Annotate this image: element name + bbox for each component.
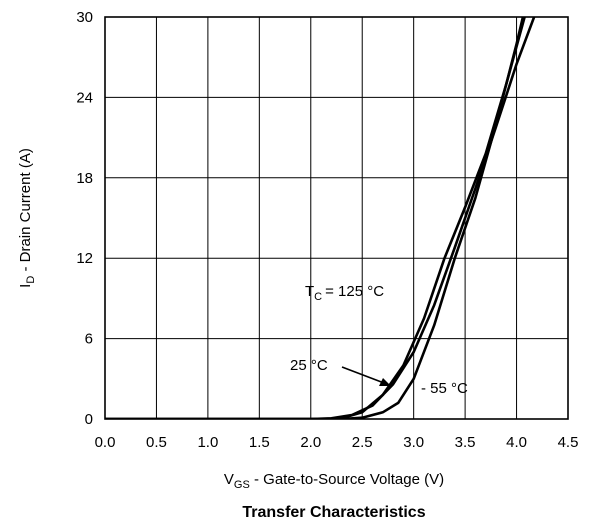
x-tick-label: 1.5 — [249, 434, 270, 451]
curves — [105, 17, 536, 419]
x-tick-label: 4.0 — [506, 434, 527, 451]
x-tick-label: 0.0 — [95, 434, 116, 451]
x-tick-labels: 0.0 0.5 1.0 1.5 2.0 2.5 3.0 3.5 4.0 4.5 — [95, 434, 579, 451]
x-tick-label: 2.5 — [352, 434, 373, 451]
y-tick-label: 24 — [76, 89, 93, 106]
grid — [104, 16, 569, 420]
chart-caption: Transfer Characteristics — [242, 504, 425, 521]
annotation-25c: 25 °C — [290, 357, 328, 374]
y-tick-label: 18 — [76, 170, 93, 187]
annotation-tc-125: TC = 125 °C — [305, 283, 384, 303]
series-line-3 — [105, 17, 525, 419]
annotation-minus-55c: - 55 °C — [421, 380, 468, 397]
x-tick-label: 3.0 — [403, 434, 424, 451]
x-tick-label: 3.5 — [455, 434, 476, 451]
y-axis-label: ID - Drain Current (A) — [17, 148, 37, 288]
y-tick-label: 12 — [76, 250, 93, 267]
y-tick-labels: 0 6 12 18 24 30 — [76, 9, 93, 428]
plot-frame — [104, 16, 569, 420]
x-tick-label: 1.0 — [197, 434, 218, 451]
y-tick-label: 0 — [85, 411, 93, 428]
x-tick-label: 0.5 — [146, 434, 167, 451]
y-tick-label: 6 — [85, 331, 93, 348]
x-tick-label: 2.0 — [300, 434, 321, 451]
y-tick-label: 30 — [76, 9, 93, 26]
arrow-25c-line — [341, 366, 385, 384]
x-axis-label: VGS - Gate-to-Source Voltage (V) — [224, 471, 444, 491]
arrow-25c-head — [379, 378, 391, 386]
x-tick-label: 4.5 — [558, 434, 579, 451]
